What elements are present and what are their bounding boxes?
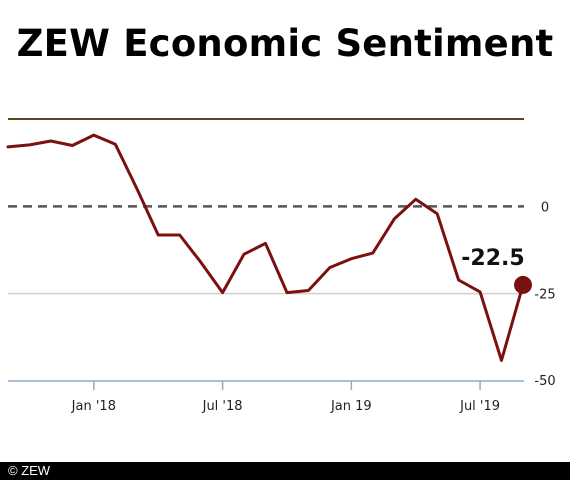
data-point — [70, 144, 74, 148]
labels: 0 -25 -50 Jan '18 Jul '18 Jan 19 Jul '19 -22.5 — [71, 200, 556, 414]
series-line — [6, 133, 525, 362]
data-point — [414, 197, 418, 201]
gridlines — [8, 118, 524, 295]
data-point — [371, 251, 375, 255]
line-chart: 0 -25 -50 Jan '18 Jul '18 Jan 19 Jul '19 -22.5 — [6, 118, 556, 414]
data-point — [113, 142, 117, 146]
data-point — [92, 133, 96, 137]
last-value-label: -22.5 — [461, 246, 524, 271]
y-tick-label: -50 — [534, 374, 555, 389]
last-value-marker — [514, 275, 532, 294]
data-point — [285, 291, 289, 295]
x-tick-label: Jul '19 — [459, 399, 500, 414]
data-point — [264, 241, 268, 245]
data-point — [27, 143, 31, 147]
copyright-footer: © ZEW — [0, 462, 570, 480]
series-layer — [6, 133, 532, 362]
y-tick-label: -25 — [534, 288, 555, 303]
data-point — [349, 257, 353, 261]
x-tick-label: Jul '18 — [202, 399, 243, 414]
y-tick-label: 0 — [541, 200, 549, 215]
x-tick-label: Jan '18 — [71, 399, 116, 414]
data-point — [306, 289, 310, 293]
data-point — [478, 290, 482, 294]
data-point — [328, 265, 332, 269]
x-axis — [8, 380, 524, 390]
data-point — [221, 291, 225, 295]
data-point — [6, 145, 10, 149]
data-point — [435, 212, 439, 216]
x-tick-label: Jan 19 — [330, 399, 372, 414]
data-point — [135, 187, 139, 191]
chart-title: ZEW Economic Sentiment — [16, 22, 554, 65]
data-point — [242, 252, 246, 256]
data-point — [49, 139, 53, 143]
data-point — [199, 261, 203, 265]
data-point — [392, 217, 396, 221]
data-point — [156, 233, 160, 237]
data-point — [178, 233, 182, 237]
data-point — [500, 358, 504, 362]
data-point — [457, 278, 461, 282]
